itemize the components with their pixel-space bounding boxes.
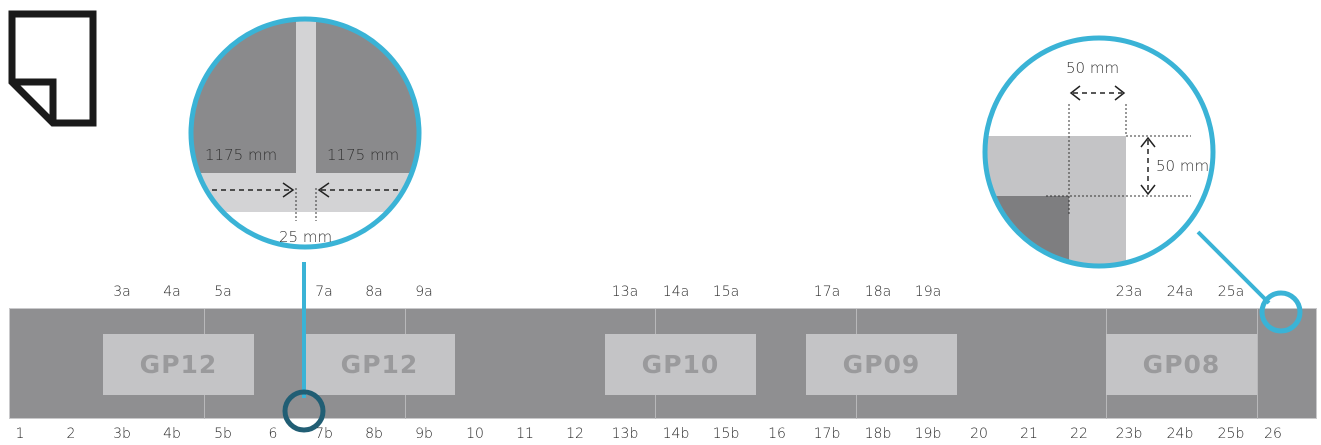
top-position-label: 9a [415, 284, 433, 300]
bottom-position-label: 17b [813, 426, 841, 442]
gp-panel: GP10 [605, 334, 756, 395]
top-position-label: 18a [864, 284, 892, 300]
right-detail-marker [1259, 290, 1303, 334]
bottom-position-label: 5b [214, 426, 232, 442]
bottom-position-label: 4b [163, 426, 181, 442]
top-position-label: 15a [712, 284, 740, 300]
bottom-position-label: 26 [1264, 426, 1282, 442]
bottom-position-label: 1 [15, 426, 25, 442]
bottom-position-label: 2 [66, 426, 76, 442]
gp-panel: GP08 [1106, 334, 1257, 395]
bottom-position-label: 23b [1115, 426, 1143, 442]
bottom-position-label: 7b [315, 426, 333, 442]
gp-panel-label: GP10 [641, 350, 720, 379]
gp-panel: GP12 [304, 334, 455, 395]
right-width-label: 1175 mm [327, 146, 400, 164]
top-position-label: 17a [813, 284, 841, 300]
bottom-position-label: 10 [466, 426, 484, 442]
gp-panel: GP09 [806, 334, 957, 395]
bottom-position-label: 14b [662, 426, 690, 442]
top-position-label: 14a [662, 284, 690, 300]
bottom-position-label: 6 [268, 426, 278, 442]
bottom-position-label: 25b [1217, 426, 1245, 442]
top-position-label: 3a [113, 284, 131, 300]
top-position-label: 13a [611, 284, 639, 300]
bottom-position-label: 22 [1070, 426, 1088, 442]
top-position-label: 24a [1166, 284, 1194, 300]
vertical-gap-label: 50 mm [1156, 157, 1210, 175]
top-position-label: 7a [315, 284, 333, 300]
bottom-position-label: 12 [566, 426, 584, 442]
bottom-position-label: 3b [113, 426, 131, 442]
left-width-label: 1175 mm [205, 146, 278, 164]
gp-panel: GP12 [103, 334, 254, 395]
gp-panel-label: GP12 [139, 350, 218, 379]
left-detail-marker [282, 389, 326, 433]
panel-divider [1257, 309, 1258, 419]
gp-panel-label: GP09 [842, 350, 921, 379]
bottom-position-label: 19b [914, 426, 942, 442]
top-position-label: 25a [1217, 284, 1245, 300]
gp-panel-label: GP12 [340, 350, 419, 379]
document-page-icon [8, 10, 97, 127]
bottom-position-label: 8b [365, 426, 383, 442]
right-detail-leader [1196, 230, 1271, 305]
bottom-position-label: 16 [768, 426, 786, 442]
top-position-label: 4a [163, 284, 181, 300]
top-position-label: 8a [365, 284, 383, 300]
bottom-position-label: 24b [1166, 426, 1194, 442]
horizontal-gap-label: 50 mm [1066, 59, 1120, 77]
gp-panel-label: GP08 [1142, 350, 1221, 379]
right-detail-magnifier [982, 35, 1216, 269]
top-position-label: 19a [914, 284, 942, 300]
bottom-position-label: 21 [1020, 426, 1038, 442]
bottom-position-label: 20 [970, 426, 988, 442]
bottom-position-label: 9b [415, 426, 433, 442]
bottom-position-label: 11 [516, 426, 534, 442]
gap-label: 25 mm [279, 228, 333, 246]
top-position-label: 5a [214, 284, 232, 300]
bottom-position-label: 13b [611, 426, 639, 442]
left-detail-magnifier [188, 16, 422, 250]
bottom-position-label: 15b [712, 426, 740, 442]
top-position-label: 23a [1115, 284, 1143, 300]
bottom-position-label: 18b [864, 426, 892, 442]
